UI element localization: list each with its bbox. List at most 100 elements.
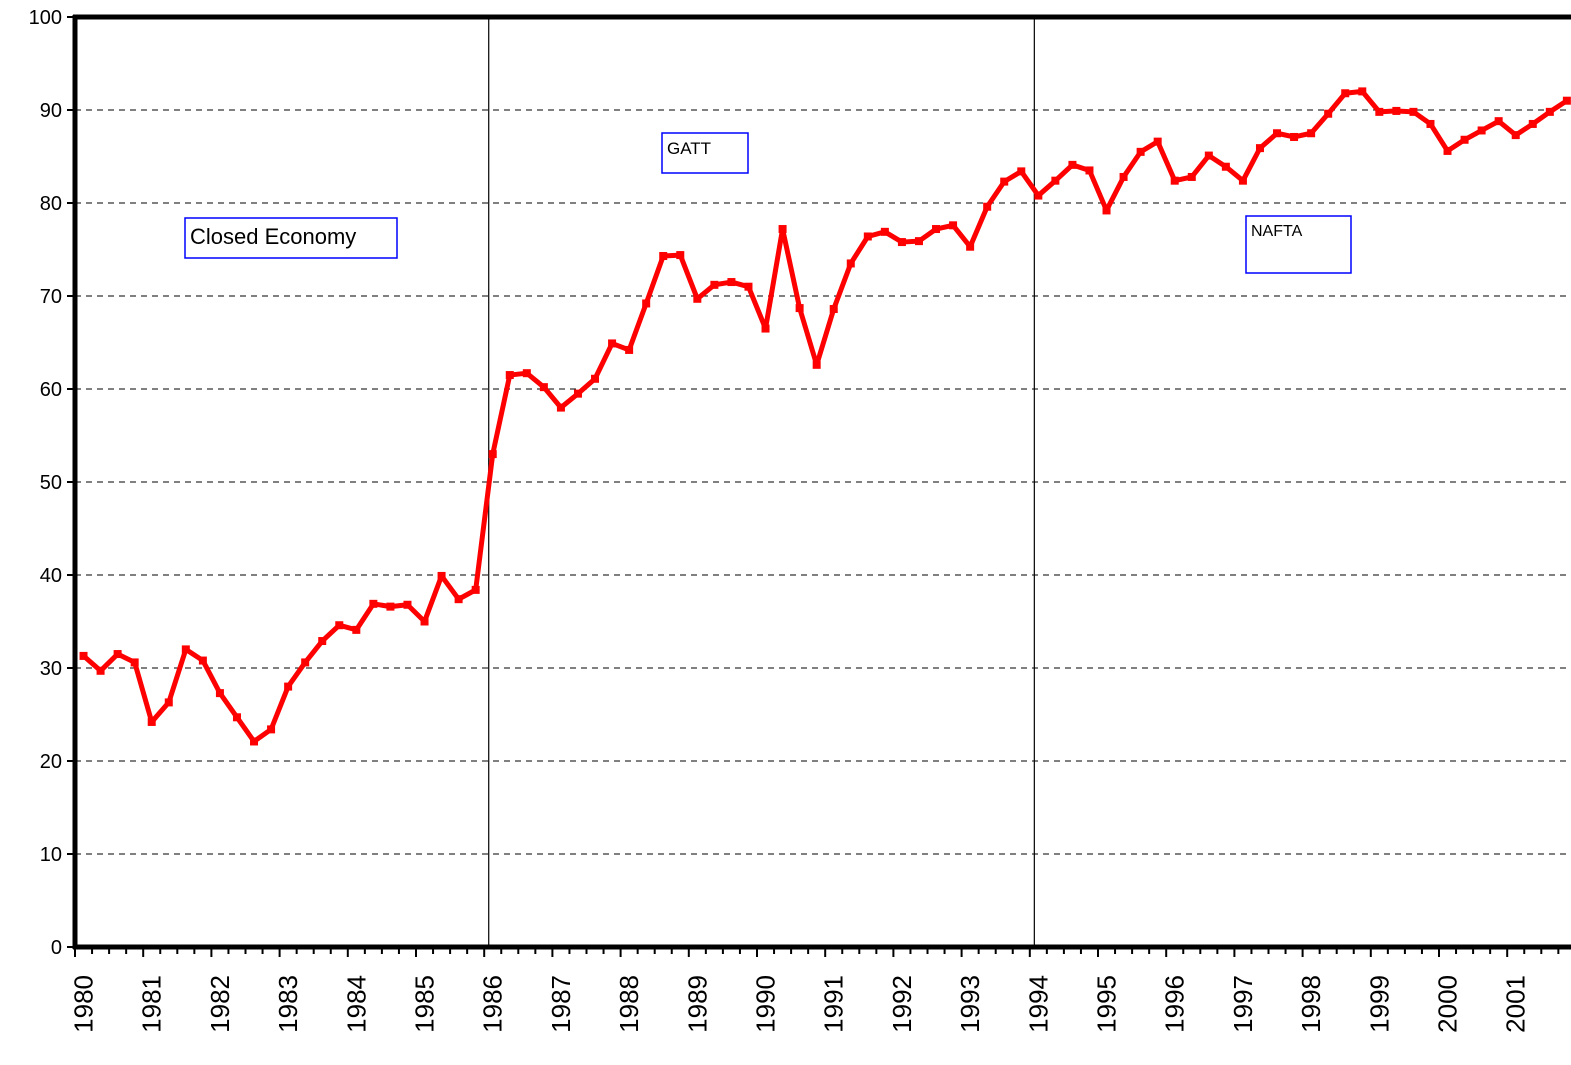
- marker: [812, 360, 821, 369]
- x-tick-label: 1988: [614, 975, 644, 1033]
- marker: [556, 403, 565, 412]
- annotation: GATT: [667, 139, 711, 158]
- marker: [983, 202, 992, 211]
- marker: [1273, 129, 1282, 138]
- x-tick-label: 1991: [819, 975, 849, 1033]
- marker: [744, 282, 753, 291]
- marker: [301, 658, 310, 667]
- marker: [147, 717, 156, 726]
- x-tick-label: 1980: [69, 975, 99, 1033]
- marker: [250, 737, 259, 746]
- marker: [1119, 172, 1128, 181]
- annotation-box: [184, 217, 398, 259]
- marker: [198, 656, 207, 665]
- marker: [778, 225, 787, 234]
- x-tick-label: 1981: [137, 975, 167, 1033]
- marker: [1238, 176, 1247, 185]
- y-tick-label: 100: [29, 7, 62, 29]
- y-tick-label: 30: [40, 658, 62, 680]
- marker: [1477, 126, 1486, 135]
- marker: [1409, 107, 1418, 116]
- marker: [693, 294, 702, 303]
- x-tick-label: 1990: [751, 975, 781, 1033]
- marker: [1102, 206, 1111, 215]
- marker: [539, 383, 548, 392]
- x-tick-label: 1996: [1160, 975, 1190, 1033]
- x-tick-label: 1986: [478, 975, 508, 1033]
- marker: [642, 299, 651, 308]
- marker: [1085, 166, 1094, 175]
- x-tick-label: 1984: [341, 975, 371, 1033]
- x-tick-label: 1989: [682, 975, 712, 1033]
- y-tick-label: 0: [51, 937, 62, 959]
- marker: [386, 602, 395, 611]
- marker: [659, 252, 668, 261]
- x-tick-label: 1993: [955, 975, 985, 1033]
- marker: [1443, 146, 1452, 155]
- annotation: Closed Economy: [190, 224, 356, 249]
- marker: [1136, 147, 1145, 156]
- marker: [1204, 151, 1213, 160]
- x-tick-label: 1982: [205, 975, 235, 1033]
- y-tick-label: 50: [40, 472, 62, 494]
- marker: [1000, 177, 1009, 186]
- marker: [761, 324, 770, 333]
- marker: [1187, 172, 1196, 181]
- marker: [1034, 191, 1043, 200]
- marker: [1153, 137, 1162, 146]
- marker: [79, 651, 88, 660]
- x-tick-label: 1994: [1023, 975, 1053, 1033]
- marker: [181, 645, 190, 654]
- marker: [1255, 144, 1264, 153]
- marker: [1392, 106, 1401, 115]
- x-tick-label: 2000: [1433, 975, 1463, 1033]
- marker: [1051, 176, 1060, 185]
- marker: [403, 600, 412, 609]
- marker: [846, 259, 855, 268]
- marker: [727, 278, 736, 287]
- marker: [215, 689, 224, 698]
- marker: [573, 389, 582, 398]
- y-tick-label: 90: [40, 100, 62, 122]
- marker: [795, 304, 804, 313]
- marker: [932, 225, 941, 234]
- x-tick-label: 1987: [546, 975, 576, 1033]
- marker: [863, 232, 872, 241]
- marker: [318, 637, 327, 646]
- marker: [897, 238, 906, 247]
- marker: [284, 682, 293, 691]
- annotation-box: [1245, 215, 1352, 274]
- marker: [1290, 132, 1299, 141]
- marker: [232, 713, 241, 722]
- marker: [1494, 117, 1503, 126]
- x-tick-label: 2001: [1501, 975, 1531, 1033]
- y-tick-label: 10: [40, 844, 62, 866]
- marker: [966, 242, 975, 251]
- x-tick-label: 1999: [1364, 975, 1394, 1033]
- marker: [591, 374, 600, 383]
- marker: [369, 599, 378, 608]
- marker: [437, 571, 446, 580]
- y-tick-label: 20: [40, 751, 62, 773]
- marker: [1528, 119, 1537, 128]
- x-tick-label: 1995: [1092, 975, 1122, 1033]
- y-tick-label: 70: [40, 286, 62, 308]
- marker: [1358, 87, 1367, 96]
- marker: [335, 621, 344, 630]
- x-tick-label: 1992: [887, 975, 917, 1033]
- x-tick-label: 1983: [273, 975, 303, 1033]
- marker: [829, 305, 838, 314]
- marker: [676, 251, 685, 260]
- marker: [267, 725, 276, 734]
- marker: [522, 369, 531, 378]
- marker: [164, 698, 173, 707]
- y-tick-label: 60: [40, 379, 62, 401]
- y-tick-label: 40: [40, 565, 62, 587]
- marker: [1562, 96, 1571, 105]
- marker: [625, 345, 634, 354]
- marker: [454, 595, 463, 604]
- x-tick-label: 1998: [1296, 975, 1326, 1033]
- marker: [914, 237, 923, 246]
- marker: [1068, 160, 1077, 169]
- marker: [130, 658, 139, 667]
